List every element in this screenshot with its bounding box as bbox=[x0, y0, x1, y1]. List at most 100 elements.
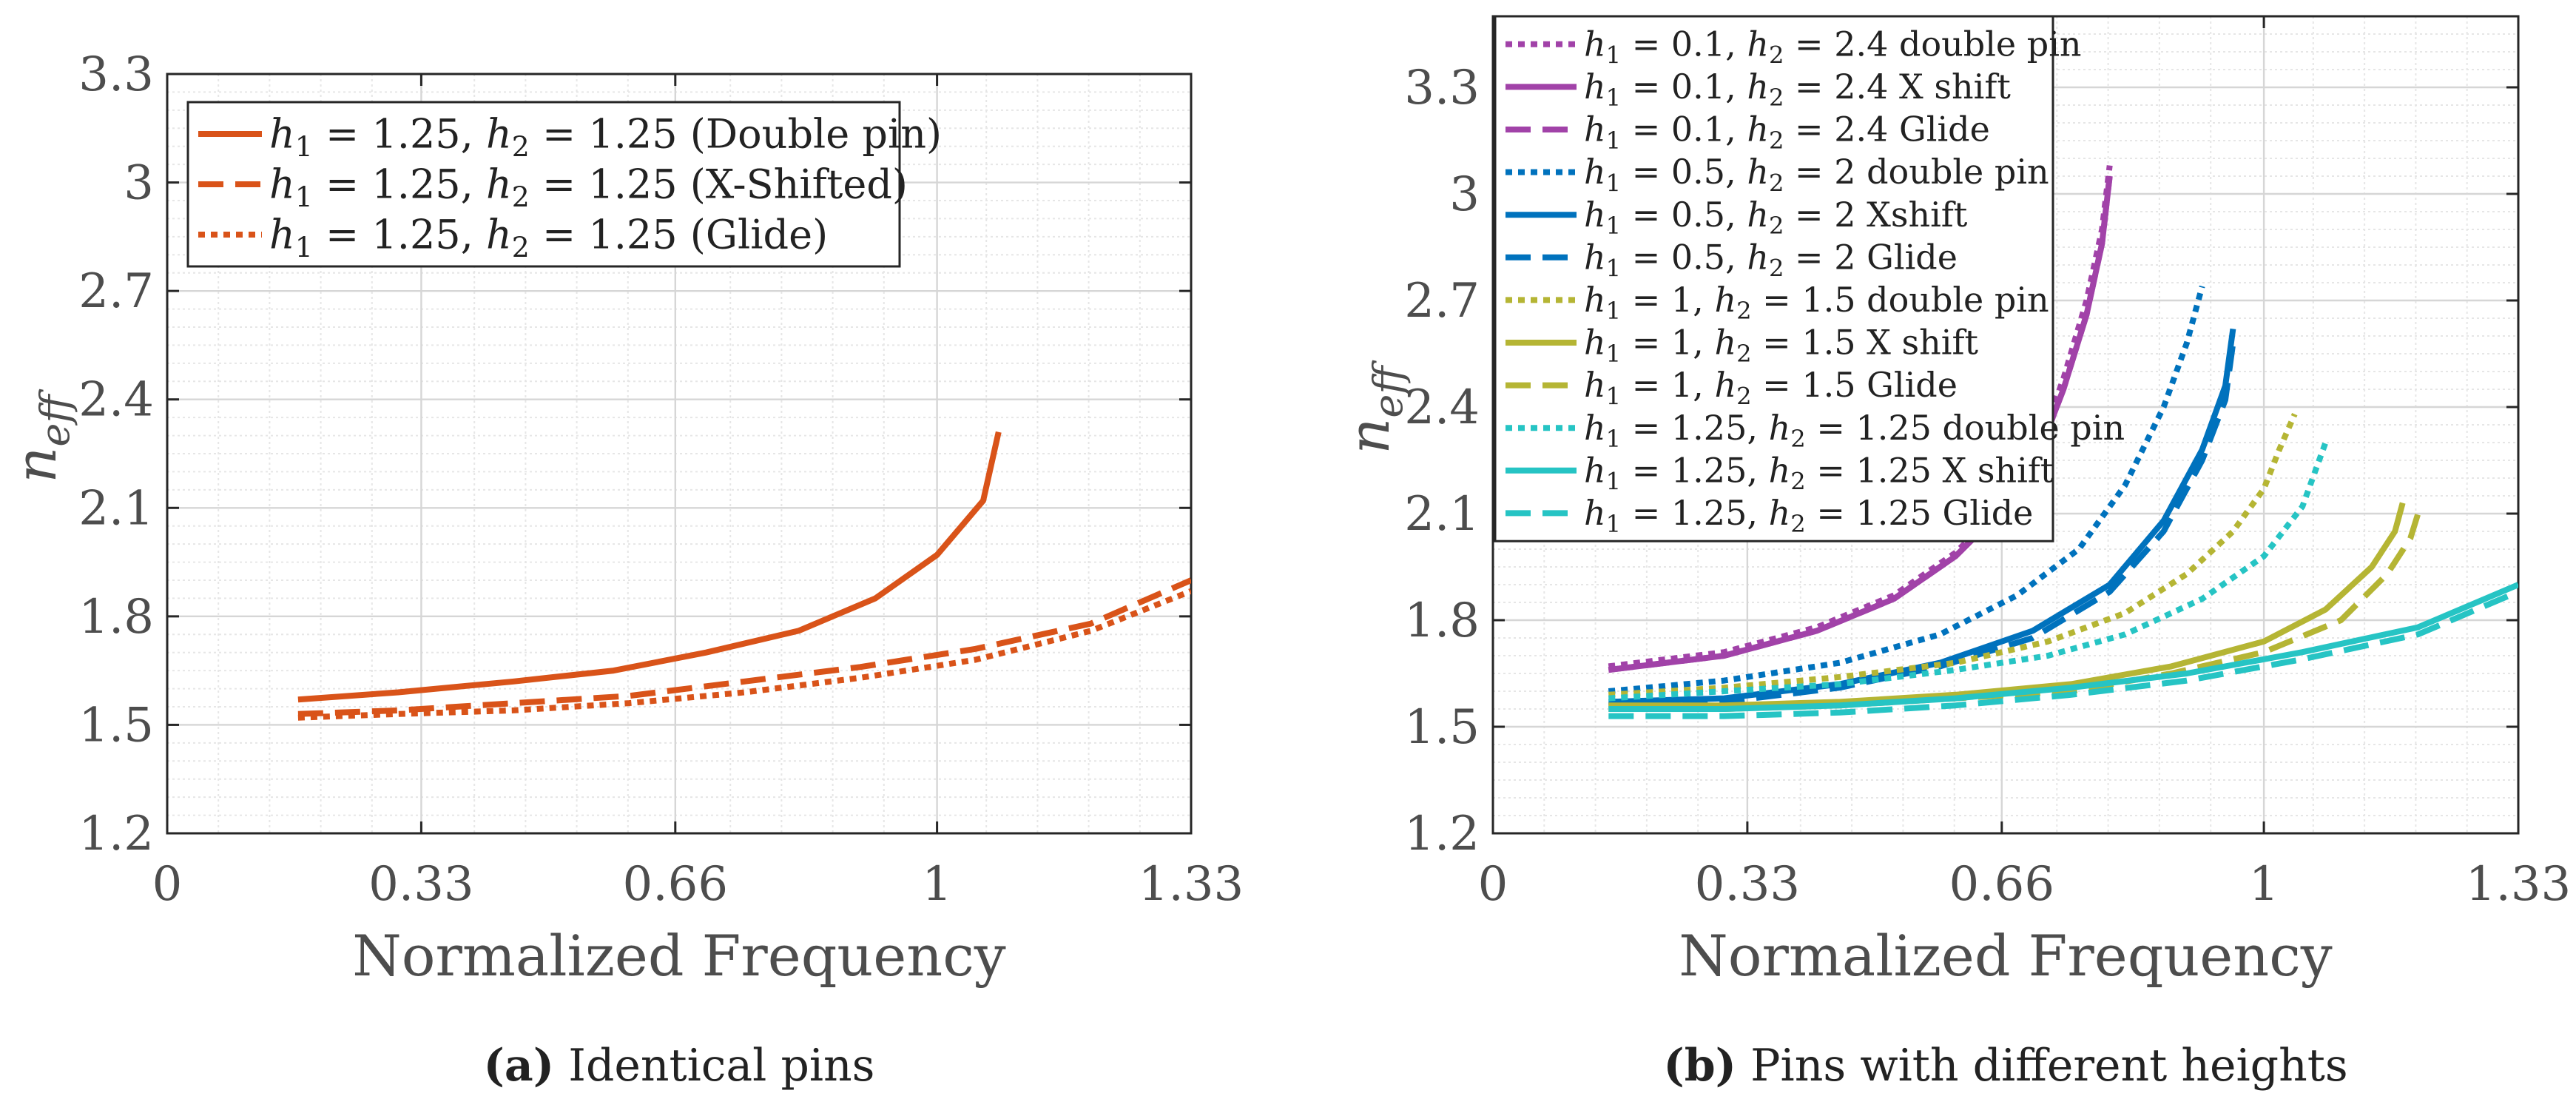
y-tick-label: 1.8 bbox=[1404, 594, 1480, 648]
legend-h2-symbol: h bbox=[486, 161, 512, 207]
y-axis-label: neff bbox=[3, 389, 78, 483]
legend-h2-symbol: h bbox=[1747, 67, 1769, 107]
legend-h1-symbol: h bbox=[1584, 110, 1606, 149]
y-tick-label: 2.1 bbox=[1404, 487, 1480, 542]
x-tick-label: 0 bbox=[1478, 857, 1508, 912]
series-line bbox=[1608, 441, 2329, 702]
legend-label: h1 = 0.1, h2 = 2.4 X shift bbox=[1584, 67, 2011, 112]
legend-h1-value: = 0.1, bbox=[1621, 67, 1747, 107]
legend-h1-symbol: h bbox=[269, 110, 295, 157]
legend-h1-value: = 1, bbox=[1621, 365, 1714, 405]
series-line bbox=[1608, 502, 2406, 709]
legend-label: h1 = 0.5, h2 = 2 double pin bbox=[1584, 152, 2049, 197]
legend-box bbox=[186, 101, 901, 268]
legend-label: h1 = 0.5, h2 = 2 Xshift bbox=[1584, 195, 1968, 240]
legend-h1-sub: 1 bbox=[295, 130, 313, 163]
y-tick-label: 1.2 bbox=[78, 807, 154, 861]
legend-item: h1 = 1.25, h2 = 1.25 (X-Shifted) bbox=[198, 161, 908, 213]
series-group bbox=[1608, 165, 2518, 719]
panel-caption: (a) Identical pins bbox=[484, 1040, 875, 1092]
y-tick-label: 2.1 bbox=[78, 481, 154, 536]
axes-box bbox=[166, 73, 1193, 835]
legend-h2-sub: 2 bbox=[512, 181, 530, 213]
legend-h2-symbol: h bbox=[1769, 408, 1791, 448]
legend-h2-value: = 1.5 Glide bbox=[1752, 365, 1958, 405]
legend-h1-sub: 1 bbox=[1606, 425, 1621, 453]
legend-h1-value: = 0.1, bbox=[1621, 110, 1747, 149]
legend-h2-sub: 2 bbox=[1769, 169, 1784, 197]
legend-h1-sub: 1 bbox=[1606, 127, 1621, 155]
legend-h1-sub: 1 bbox=[1606, 212, 1621, 240]
legend-h2-sub: 2 bbox=[1769, 127, 1784, 155]
legend-label: h1 = 1, h2 = 1.5 double pin bbox=[1584, 280, 2049, 325]
y-tick-label: 1.5 bbox=[1404, 700, 1480, 755]
legend-h2-symbol: h bbox=[1747, 24, 1769, 64]
panel-b: 0 0.33 0.66 1 1.33 1.2 1.5 1.8 2.1 2.4 2.7 3 3.3 Norm… bbox=[1336, 15, 2571, 1092]
series-group bbox=[297, 431, 1191, 721]
series-line bbox=[1608, 588, 2518, 719]
legend-h2-symbol: h bbox=[1769, 493, 1791, 533]
legend-label: h1 = 1.25, h2 = 1.25 X shift bbox=[1584, 450, 2054, 495]
legend-h1-value: = 1, bbox=[1621, 323, 1714, 363]
legend-h2-value: = 2 Xshift bbox=[1784, 195, 1967, 235]
caption-letter: (a) bbox=[484, 1040, 555, 1092]
legend-h1-symbol: h bbox=[1584, 323, 1606, 363]
legend-h1-symbol: h bbox=[269, 211, 295, 258]
legend-h2-value: = 1.5 X shift bbox=[1752, 323, 1979, 363]
legend-h2-sub: 2 bbox=[1736, 297, 1751, 325]
legend-h1-symbol: h bbox=[1584, 280, 1606, 320]
legend-item: h1 = 1, h2 = 1.5 Glide bbox=[1506, 365, 1958, 410]
x-axis-label: Normalized Frequency bbox=[1679, 923, 2333, 989]
y-tick-label: 3 bbox=[1449, 167, 1480, 222]
legend-item: h1 = 0.1, h2 = 2.4 Glide bbox=[1506, 110, 1990, 155]
legend-h2-symbol: h bbox=[1714, 365, 1736, 405]
legend-h1-sub: 1 bbox=[1606, 468, 1621, 496]
legend-h2-symbol: h bbox=[1714, 280, 1736, 320]
legend-h2-value: = 1.25 (Glide) bbox=[530, 211, 828, 258]
legend-h2-value: = 1.25 double pin bbox=[1806, 408, 2125, 448]
series-line bbox=[297, 588, 1191, 721]
legend-h1-symbol: h bbox=[269, 161, 295, 207]
caption-letter: (b) bbox=[1663, 1040, 1736, 1092]
legend-h1-sub: 1 bbox=[295, 181, 313, 213]
legend-label: h1 = 1, h2 = 1.5 X shift bbox=[1584, 323, 1978, 368]
legend-h2-sub: 2 bbox=[1790, 510, 1805, 538]
series-line bbox=[1608, 328, 2236, 705]
legend-item: h1 = 0.1, h2 = 2.4 X shift bbox=[1506, 67, 2011, 112]
legend-h2-sub: 2 bbox=[1736, 340, 1751, 368]
legend-h2-value: = 2 Glide bbox=[1784, 237, 1958, 277]
y-tick-label: 3 bbox=[124, 156, 154, 211]
caption-text: Identical pins bbox=[554, 1040, 874, 1092]
legend-h1-value: = 1.25, bbox=[1621, 450, 1768, 490]
legend-h2-sub: 2 bbox=[512, 231, 530, 263]
legend-item: h1 = 1.25, h2 = 1.25 (Double pin) bbox=[198, 110, 942, 163]
legend-h2-value: = 1.25 X shift bbox=[1806, 450, 2054, 490]
legend-item: h1 = 0.1, h2 = 2.4 double pin bbox=[1506, 24, 2082, 70]
legend-label: h1 = 1.25, h2 = 1.25 (X-Shifted) bbox=[269, 161, 908, 213]
legend-h2-symbol: h bbox=[486, 211, 512, 258]
legend-h1-symbol: h bbox=[1584, 408, 1606, 448]
legend-h1-symbol: h bbox=[1584, 67, 1606, 107]
legend-h2-sub: 2 bbox=[1769, 255, 1784, 283]
series-line bbox=[1608, 512, 2421, 712]
legend-h1-value: = 1, bbox=[1621, 280, 1714, 320]
y-axis-label-main: n bbox=[3, 447, 69, 483]
y-tick-label: 3.3 bbox=[78, 47, 154, 102]
series-line bbox=[1608, 165, 2113, 670]
legend-h2-symbol: h bbox=[1714, 323, 1736, 363]
legend-label: h1 = 1, h2 = 1.5 Glide bbox=[1584, 365, 1958, 410]
caption-text: Pins with different heights bbox=[1736, 1040, 2348, 1092]
legend-label: h1 = 0.5, h2 = 2 Glide bbox=[1584, 237, 1958, 282]
x-tick-label: 1 bbox=[922, 857, 952, 912]
x-axis-label: Normalized Frequency bbox=[352, 923, 1006, 989]
legend-label: h1 = 0.1, h2 = 2.4 double pin bbox=[1584, 24, 2082, 69]
y-axis-label-main: n bbox=[1336, 418, 1402, 454]
legend-h1-value: = 1.25, bbox=[313, 161, 486, 207]
x-tick-label: 1 bbox=[2249, 857, 2279, 912]
y-tick-label: 3.3 bbox=[1404, 61, 1480, 115]
legend-label: h1 = 1.25, h2 = 1.25 (Double pin) bbox=[269, 110, 942, 163]
legend-h1-value: = 0.1, bbox=[1621, 24, 1747, 64]
legend-h1-symbol: h bbox=[1584, 152, 1606, 192]
legend-item: h1 = 1.25, h2 = 1.25 Glide bbox=[1506, 493, 2033, 538]
y-tick-label: 2.4 bbox=[78, 373, 154, 428]
